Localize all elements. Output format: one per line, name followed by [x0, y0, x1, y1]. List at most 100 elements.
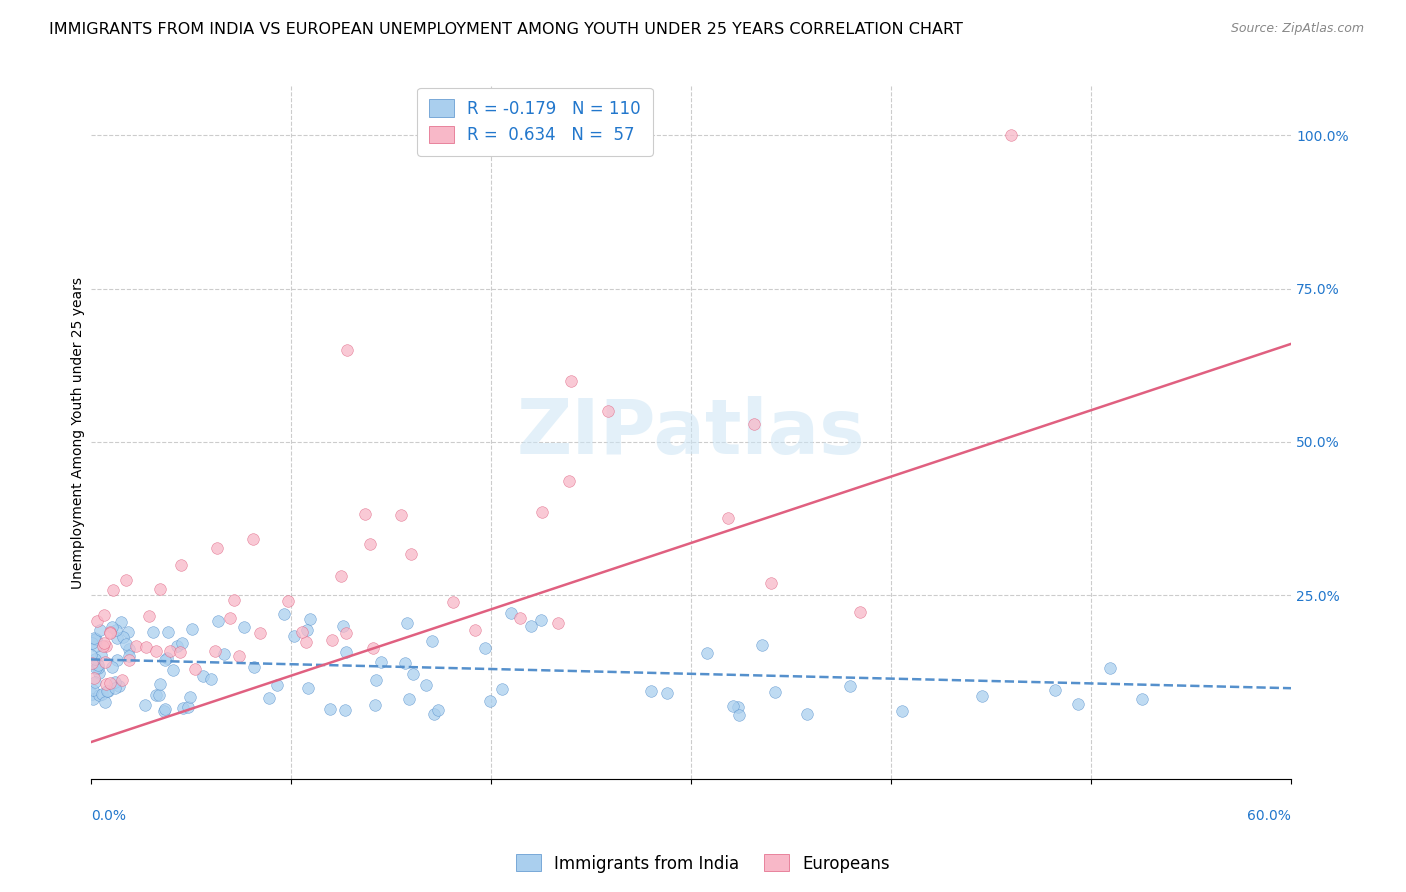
- Point: [727, 700, 749, 714]
- Point: [212, 647, 235, 661]
- Point: [297, 681, 319, 695]
- Point: [148, 689, 170, 703]
- Point: [105, 653, 128, 667]
- Point: [205, 541, 228, 555]
- Point: [464, 623, 486, 637]
- Point: [243, 659, 266, 673]
- Point: [159, 644, 181, 658]
- Point: [520, 618, 543, 632]
- Point: [530, 505, 553, 519]
- Point: [93, 607, 115, 622]
- Point: [242, 532, 264, 546]
- Point: [759, 575, 782, 590]
- Point: [80, 656, 103, 670]
- Point: [97, 683, 120, 698]
- Point: [82, 682, 104, 697]
- Point: [86, 658, 108, 673]
- Point: [125, 639, 148, 653]
- Point: [111, 673, 134, 688]
- Point: [104, 623, 127, 637]
- Point: [321, 633, 343, 648]
- Point: [184, 662, 207, 676]
- Point: [402, 667, 425, 681]
- Point: [90, 687, 112, 701]
- Point: [222, 593, 245, 607]
- Point: [291, 624, 314, 639]
- Point: [90, 648, 112, 662]
- Point: [1130, 692, 1153, 706]
- Point: [363, 698, 385, 712]
- Point: [332, 619, 354, 633]
- Point: [232, 619, 254, 633]
- Point: [84, 632, 107, 646]
- Point: [98, 624, 121, 639]
- Point: [420, 633, 443, 648]
- Point: [98, 626, 121, 640]
- Point: [364, 673, 387, 687]
- Point: [257, 691, 280, 706]
- Point: [91, 639, 114, 653]
- Point: [219, 610, 242, 624]
- Point: [763, 685, 786, 699]
- Point: [399, 547, 422, 561]
- Point: [359, 537, 381, 551]
- Point: [499, 607, 522, 621]
- Point: [283, 629, 305, 643]
- Point: [1067, 697, 1090, 711]
- Point: [112, 630, 135, 644]
- Point: [169, 645, 191, 659]
- Legend: Immigrants from India, Europeans: Immigrants from India, Europeans: [509, 847, 897, 880]
- Point: [558, 474, 581, 488]
- Point: [179, 690, 201, 704]
- Point: [142, 625, 165, 640]
- Point: [94, 639, 117, 653]
- Point: [655, 686, 678, 700]
- Point: [156, 650, 179, 665]
- Point: [118, 648, 141, 663]
- Y-axis label: Unemployment Among Youth under 25 years: Unemployment Among Youth under 25 years: [72, 277, 86, 589]
- Point: [101, 620, 124, 634]
- Point: [84, 675, 107, 690]
- Point: [153, 702, 176, 716]
- Point: [848, 605, 870, 619]
- Point: [156, 625, 179, 640]
- Point: [135, 640, 157, 654]
- Point: [105, 632, 128, 646]
- Point: [890, 704, 912, 718]
- Text: Source: ZipAtlas.com: Source: ZipAtlas.com: [1230, 22, 1364, 36]
- Point: [134, 698, 156, 713]
- Point: [299, 612, 322, 626]
- Point: [115, 637, 138, 651]
- Point: [94, 696, 117, 710]
- Point: [395, 615, 418, 630]
- Point: [149, 582, 172, 596]
- Point: [204, 644, 226, 658]
- Point: [94, 655, 117, 669]
- Point: [423, 707, 446, 722]
- Point: [108, 679, 131, 693]
- Point: [530, 613, 553, 627]
- Point: [200, 672, 222, 686]
- Point: [87, 688, 110, 702]
- Text: 60.0%: 60.0%: [1247, 809, 1291, 823]
- Point: [839, 679, 862, 693]
- Point: [103, 583, 125, 598]
- Point: [80, 687, 103, 701]
- Point: [370, 655, 392, 669]
- Point: [89, 623, 111, 637]
- Point: [560, 374, 582, 388]
- Point: [104, 681, 127, 696]
- Point: [728, 707, 751, 722]
- Point: [398, 691, 420, 706]
- Text: 0.0%: 0.0%: [91, 809, 125, 823]
- Point: [181, 622, 204, 636]
- Point: [172, 701, 194, 715]
- Point: [193, 669, 215, 683]
- Point: [149, 677, 172, 691]
- Point: [110, 615, 132, 629]
- Text: IMMIGRANTS FROM INDIA VS EUROPEAN UNEMPLOYMENT AMONG YOUTH UNDER 25 YEARS CORREL: IMMIGRANTS FROM INDIA VS EUROPEAN UNEMPL…: [49, 22, 963, 37]
- Point: [138, 609, 160, 624]
- Point: [441, 595, 464, 609]
- Point: [153, 704, 176, 718]
- Point: [1098, 661, 1121, 675]
